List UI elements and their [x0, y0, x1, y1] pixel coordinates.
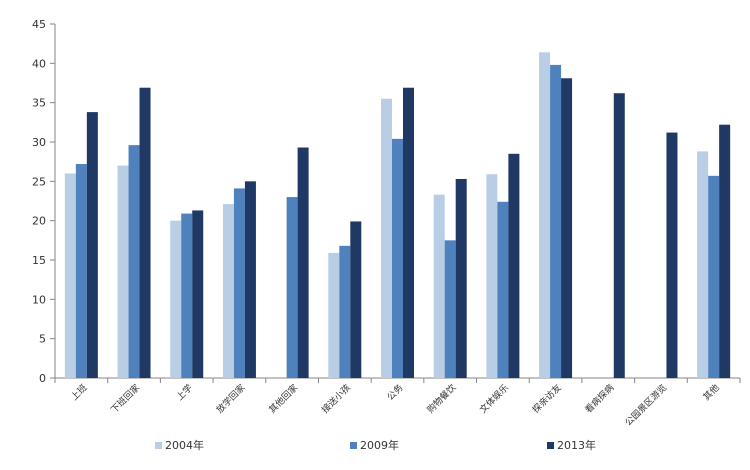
legend: 2004年 2009年 2013年: [155, 438, 596, 452]
bar: [719, 124, 731, 379]
bar: [75, 164, 87, 378]
bar: [128, 145, 140, 378]
bar: [286, 197, 298, 378]
y-tick-label: 45: [32, 18, 46, 31]
bar: [666, 132, 678, 378]
x-category-label: 文体娱乐: [477, 382, 511, 416]
bar: [86, 112, 98, 379]
bar: [539, 52, 551, 378]
bar: [708, 175, 720, 378]
x-category-label: 探亲访友: [530, 382, 564, 416]
legend-swatch: [350, 442, 357, 449]
bar: [403, 87, 414, 378]
y-tick-label: 0: [39, 372, 46, 385]
bar: [233, 188, 245, 378]
bars: [64, 52, 731, 379]
bar: [613, 93, 625, 378]
x-category-label: 放学回家: [214, 382, 248, 416]
legend-label: 2004年: [165, 438, 204, 452]
y-tick-label: 10: [32, 293, 46, 306]
y-tick-label: 25: [32, 175, 46, 188]
legend-swatch: [155, 442, 162, 449]
bar: [486, 174, 498, 378]
y-axis: 0 5 10 15 20 25 30 35 40 45: [32, 18, 56, 385]
legend-label: 2009年: [360, 438, 399, 452]
bar: [328, 252, 340, 378]
x-category-label: 其他: [701, 382, 722, 403]
bar: [244, 181, 256, 378]
legend-swatch: [547, 442, 554, 449]
bar: [561, 78, 573, 378]
bar: [170, 220, 182, 378]
x-axis: 上班 下班回家 上学 放学回家 其他回家 接送小孩 公务 购物餐饮 文体娱乐 探亲访友 看病探病 公园…: [54, 377, 741, 429]
bar: [350, 221, 362, 378]
bar: [550, 64, 562, 378]
x-category-label: 下班回家: [108, 382, 142, 416]
x-category-label: 公务: [384, 382, 405, 403]
x-category-label: 购物餐饮: [424, 382, 458, 416]
x-category-label: 其他回家: [266, 382, 300, 416]
bar: [508, 153, 520, 378]
x-category-label: 看病探病: [582, 382, 616, 416]
y-tick-label: 35: [32, 97, 46, 110]
legend-label: 2013年: [557, 438, 596, 452]
bar: [497, 201, 509, 378]
bar: [697, 151, 709, 378]
y-tick-label: 20: [32, 215, 46, 228]
y-tick-label: 30: [32, 136, 46, 149]
bar: [455, 178, 467, 378]
x-category-label: 上学: [174, 382, 195, 403]
bar: [139, 87, 151, 378]
bar: [181, 213, 193, 378]
bar: [64, 173, 76, 378]
bar: [444, 240, 456, 378]
bar: [192, 210, 204, 378]
bar: [222, 204, 234, 378]
y-tick-label: 5: [39, 333, 46, 346]
bar: [433, 194, 445, 378]
bar: [381, 98, 392, 378]
bar: [117, 165, 129, 378]
bar: [297, 147, 309, 378]
bar: [392, 138, 403, 378]
x-category-label: 公园景区游览: [622, 382, 669, 429]
y-tick-label: 15: [32, 254, 46, 267]
x-category-label: 接送小孩: [319, 382, 353, 416]
bar: [339, 245, 351, 378]
y-tick-label: 40: [32, 57, 46, 70]
x-category-label: 上班: [68, 382, 89, 403]
